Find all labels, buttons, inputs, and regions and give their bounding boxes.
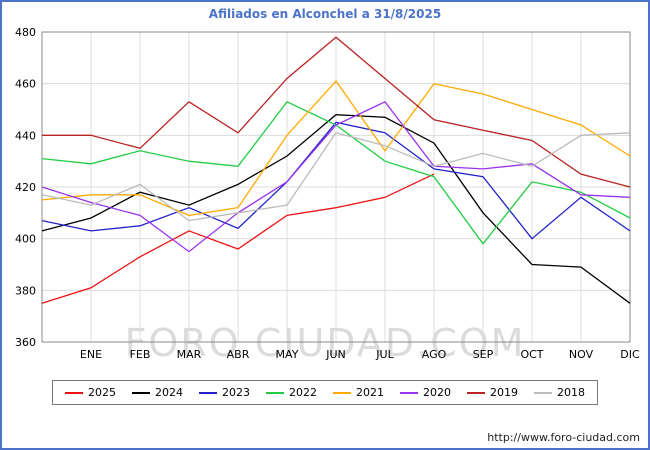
y-tick-label: 480 xyxy=(15,26,36,39)
x-tick-label: FEB xyxy=(130,348,151,361)
footer-link[interactable]: http://www.foro-ciudad.com xyxy=(487,431,640,444)
legend-label-2019: 2019 xyxy=(490,386,518,399)
legend-swatch-2021 xyxy=(333,391,351,394)
x-tick-label: MAR xyxy=(177,348,202,361)
legend-swatch-2020 xyxy=(400,391,418,394)
y-tick-label: 360 xyxy=(15,336,36,349)
legend-label-2025: 2025 xyxy=(88,386,116,399)
legend-item-2024: 2024 xyxy=(132,386,183,399)
legend-swatch-2019 xyxy=(467,391,485,394)
legend-label-2022: 2022 xyxy=(289,386,317,399)
legend-item-2020: 2020 xyxy=(400,386,451,399)
x-tick-label: SEP xyxy=(473,348,494,361)
x-tick-label: ENE xyxy=(80,348,102,361)
watermark: FORO CIUDAD.COM xyxy=(124,321,526,365)
legend-label-2018: 2018 xyxy=(557,386,585,399)
y-tick-label: 400 xyxy=(15,233,36,246)
legend-swatch-2025 xyxy=(65,391,83,394)
chart-title: Afiliados en Alconchel a 31/8/2025 xyxy=(208,7,442,21)
x-tick-label: MAY xyxy=(276,348,299,361)
series-line-2024 xyxy=(41,114,631,304)
legend-label-2020: 2020 xyxy=(423,386,451,399)
series-line-2019 xyxy=(42,36,631,188)
legend-item-2018: 2018 xyxy=(534,386,585,399)
x-tick-label: JUN xyxy=(325,348,346,361)
y-tick-label: 420 xyxy=(15,181,36,194)
x-tick-label: JUL xyxy=(375,348,394,361)
y-tick-label: 440 xyxy=(15,129,36,142)
legend-label-2021: 2021 xyxy=(356,386,384,399)
series-line-2025 xyxy=(41,173,435,304)
series-line-2018 xyxy=(41,132,631,222)
legend-item-2023: 2023 xyxy=(199,386,250,399)
x-tick-label: DIC xyxy=(620,348,640,361)
y-tick-label: 380 xyxy=(15,284,36,297)
series-line-2021 xyxy=(41,80,631,217)
legend-item-2025: 2025 xyxy=(65,386,116,399)
legend-item-2019: 2019 xyxy=(467,386,518,399)
legend-label-2024: 2024 xyxy=(155,386,183,399)
legend-label-2023: 2023 xyxy=(222,386,250,399)
x-tick-label: NOV xyxy=(569,348,594,361)
series-line-2020 xyxy=(41,100,631,253)
legend-item-2021: 2021 xyxy=(333,386,384,399)
chart-legend: 2025 2024 2023 2022 2021 2020 2019 2018 xyxy=(52,380,598,405)
x-tick-label: AGO xyxy=(422,348,447,361)
legend-swatch-2022 xyxy=(266,391,284,394)
x-tick-label: OCT xyxy=(520,348,543,361)
legend-swatch-2024 xyxy=(132,391,150,394)
legend-item-2022: 2022 xyxy=(266,386,317,399)
x-tick-label: ABR xyxy=(227,348,250,361)
legend-swatch-2018 xyxy=(534,391,552,394)
y-tick-label: 460 xyxy=(15,78,36,91)
legend-swatch-2023 xyxy=(199,391,217,394)
series-line-2023 xyxy=(41,121,631,240)
